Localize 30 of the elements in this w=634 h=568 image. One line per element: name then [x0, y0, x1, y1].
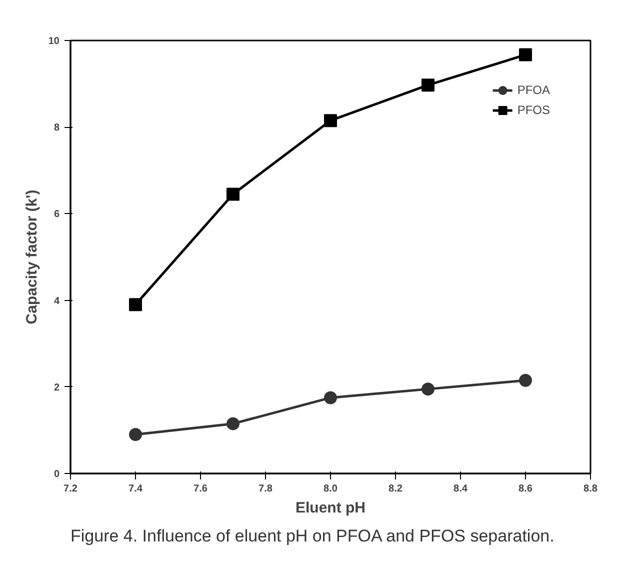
point — [129, 298, 142, 312]
y-tick-label: 6 — [54, 209, 60, 220]
point — [226, 188, 240, 201]
y-tick-label: 10 — [48, 36, 60, 47]
y-tick-label: 4 — [54, 296, 60, 307]
x-tick-label: 8.2 — [388, 484, 403, 494]
point — [324, 391, 337, 404]
y-tick-label: 0 — [54, 469, 60, 480]
x-tick-label: 7.6 — [194, 484, 208, 494]
y-tick-label: 8 — [54, 122, 60, 134]
y-tick-label: 2 — [54, 382, 60, 394]
point — [422, 382, 434, 396]
x-tick-label: 7.2 — [64, 484, 78, 494]
point — [519, 48, 532, 62]
x-tick-label: 8.6 — [518, 484, 533, 494]
point — [422, 78, 434, 92]
x-tick-label: 7.8 — [258, 484, 273, 494]
x-tick-label: 8.8 — [584, 484, 598, 494]
point — [129, 428, 142, 442]
x-tick-label: 8.0 — [324, 484, 338, 494]
y-axis-title: Capacity factor (k') — [23, 190, 40, 324]
point — [226, 417, 240, 430]
x-tick-label: 7.4 — [128, 484, 143, 494]
legend-label: PFOA — [517, 83, 550, 97]
x-tick-label: 8.4 — [454, 484, 468, 494]
point — [519, 374, 532, 387]
point — [324, 114, 337, 128]
legend-label: PFOS — [517, 103, 550, 117]
caption: Figure 4. Influence of eluent pH on PFOA and PFOS separation. — [70, 526, 554, 546]
x-axis-title: Eluent pH — [296, 500, 366, 516]
